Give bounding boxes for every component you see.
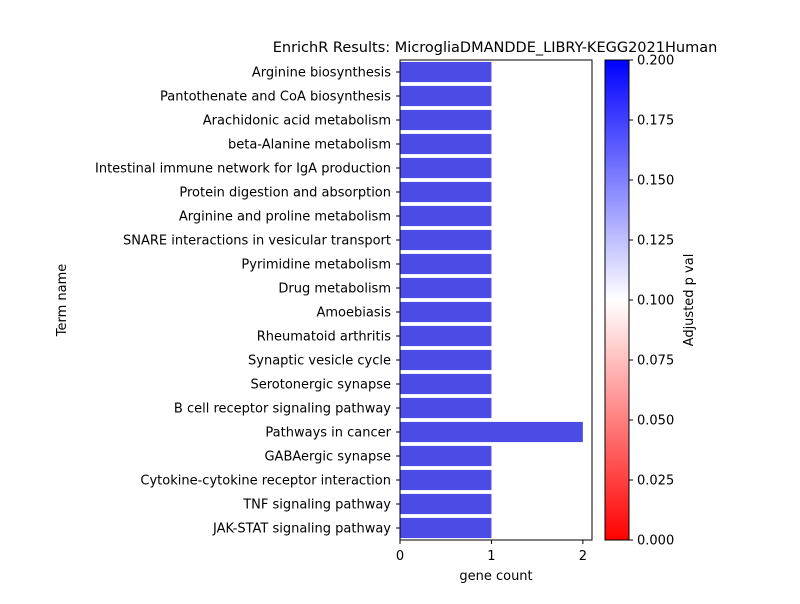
y-tick-label: Cytokine-cytokine receptor interaction (140, 474, 391, 489)
bar (400, 133, 492, 155)
y-tick-labels: Arginine biosynthesis Pantothenate and Co… (95, 66, 400, 537)
bar (400, 445, 492, 467)
bar (400, 253, 492, 275)
bar (400, 373, 492, 395)
bars-layer (400, 61, 583, 539)
y-tick-label: TNF signaling pathway (242, 498, 391, 513)
bar (400, 397, 492, 419)
chart-title: EnrichR Results: MicrogliaDMANDDE_LIBRY-… (273, 40, 718, 56)
y-tick-label: B cell receptor signaling pathway (174, 402, 391, 417)
plot-frame (399, 59, 593, 541)
bar (400, 469, 492, 491)
colorbar-label: Adjusted p val (682, 254, 697, 347)
y-tick-label: Protein digestion and absorption (179, 186, 391, 201)
y-tick-label: Intestinal immune network for IgA produc… (95, 162, 391, 177)
bar (400, 325, 492, 347)
x-tick-label: 1 (487, 549, 495, 564)
y-axis-label: Term name (55, 264, 70, 338)
bar (400, 61, 492, 83)
colorbar-tick-label: 0.000 (637, 534, 674, 549)
bar (400, 205, 492, 227)
colorbar-tick-label: 0.200 (637, 54, 674, 69)
x-axis-label: gene count (459, 569, 532, 584)
y-tick-label: Drug metabolism (278, 282, 391, 297)
y-tick-label: Serotonergic synapse (250, 378, 391, 393)
y-tick-label: Arachidonic acid metabolism (203, 114, 391, 129)
y-tick-label: SNARE interactions in vesicular transpor… (123, 234, 391, 249)
colorbar-tick-label: 0.150 (637, 174, 674, 189)
y-tick-label: Pantothenate and CoA biosynthesis (160, 90, 391, 105)
y-tick-label: JAK-STAT signaling pathway (212, 522, 391, 537)
y-tick-label: Arginine and proline metabolism (179, 210, 391, 225)
colorbar-tick-label: 0.125 (637, 234, 674, 249)
bar (400, 157, 492, 179)
bar (400, 229, 492, 251)
bar (400, 349, 492, 371)
bar (400, 109, 492, 131)
y-tick-label: Amoebiasis (317, 306, 392, 321)
colorbar-tick-label: 0.175 (637, 114, 674, 129)
y-tick-label: Pathways in cancer (265, 426, 391, 441)
y-tick-label: Synaptic vesicle cycle (248, 354, 391, 369)
colorbar-tick-label: 0.050 (637, 414, 674, 429)
bar (400, 493, 492, 515)
x-tick-label: 0 (396, 549, 404, 564)
x-tick-label: 2 (579, 549, 587, 564)
colorbar (604, 59, 630, 541)
y-tick-label: GABAergic synapse (264, 450, 391, 465)
bar (400, 85, 492, 107)
y-tick-label: Pyrimidine metabolism (241, 258, 391, 273)
bar (400, 301, 492, 323)
y-tick-label: Rheumatoid arthritis (257, 330, 391, 345)
y-tick-label: Arginine biosynthesis (252, 66, 391, 81)
colorbar-tick-label: 0.025 (637, 474, 674, 489)
bar (400, 517, 492, 539)
colorbar-tick-label: 0.075 (637, 354, 674, 369)
bar (400, 277, 492, 299)
x-tick-labels: 0 1 2 (396, 540, 587, 564)
colorbar-tick-label: 0.100 (637, 294, 674, 309)
bar (400, 181, 492, 203)
bar (400, 421, 583, 443)
y-tick-label: beta-Alanine metabolism (228, 138, 391, 153)
colorbar-ticks: 0.000 0.025 0.050 0.075 0.100 0.125 0.150 0.175… (629, 54, 674, 549)
